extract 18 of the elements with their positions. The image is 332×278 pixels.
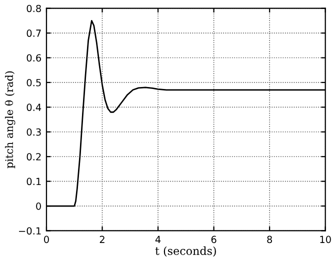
x-axis-title: t (seconds) <box>155 246 216 257</box>
y-tick-label: 0.2 <box>26 153 41 160</box>
x-tick-label: 4 <box>155 236 161 243</box>
y-tick-label: 0.6 <box>26 54 42 62</box>
y-tick-label: 0 <box>36 202 41 210</box>
y-axis-title: pitch angle θ (rad) <box>4 71 16 168</box>
y-tick-label: −0.1 <box>19 227 41 235</box>
x-tick-label: 6 <box>211 236 216 244</box>
y-tick-label: 0.7 <box>26 30 41 37</box>
x-tick-label: 2 <box>100 236 104 243</box>
y-tick-label: 0.1 <box>26 178 41 186</box>
x-tick-label: 8 <box>267 236 272 244</box>
y-tick-label: 0.8 <box>26 4 41 12</box>
y-tick-label: 0.4 <box>26 104 42 112</box>
x-tick-label: 10 <box>320 236 331 244</box>
y-tick-label: 0.5 <box>26 78 41 86</box>
x-tick-label: 0 <box>44 236 49 244</box>
y-tick-label: 0.3 <box>26 128 41 136</box>
